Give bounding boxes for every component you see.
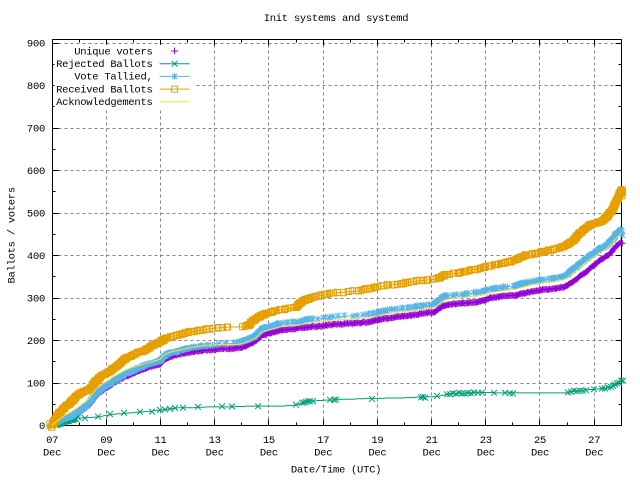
svg-text:0: 0 xyxy=(39,421,45,433)
svg-text:25: 25 xyxy=(534,435,546,447)
svg-text:400: 400 xyxy=(27,251,45,263)
svg-text:Dec: Dec xyxy=(423,448,441,460)
svg-text:11: 11 xyxy=(154,435,166,447)
svg-text:900: 900 xyxy=(27,39,45,51)
svg-text:07: 07 xyxy=(46,435,58,447)
svg-text:Init systems and systemd: Init systems and systemd xyxy=(264,13,409,25)
svg-text:200: 200 xyxy=(27,336,45,348)
svg-text:Received Ballots: Received Ballots xyxy=(56,84,152,96)
svg-text:700: 700 xyxy=(27,124,45,136)
svg-text:Dec: Dec xyxy=(43,448,61,460)
svg-text:Date/Time (UTC): Date/Time (UTC) xyxy=(291,465,381,477)
svg-text:800: 800 xyxy=(27,81,45,93)
svg-text:Dec: Dec xyxy=(368,448,386,460)
svg-text:Vote Tallied,: Vote Tallied, xyxy=(74,72,152,84)
svg-text:15: 15 xyxy=(263,435,275,447)
svg-text:Dec: Dec xyxy=(260,448,278,460)
svg-text:21: 21 xyxy=(426,435,438,447)
svg-text:Unique voters: Unique voters xyxy=(74,46,152,58)
svg-text:600: 600 xyxy=(27,166,45,178)
svg-text:Acknowledgements: Acknowledgements xyxy=(56,97,152,109)
svg-text:17: 17 xyxy=(317,435,329,447)
svg-text:27: 27 xyxy=(588,435,600,447)
svg-text:Rejected Ballots: Rejected Ballots xyxy=(56,59,152,71)
svg-text:300: 300 xyxy=(27,294,45,306)
svg-text:Dec: Dec xyxy=(206,448,224,460)
svg-text:Dec: Dec xyxy=(97,448,115,460)
svg-text:09: 09 xyxy=(100,435,112,447)
svg-text:Dec: Dec xyxy=(585,448,603,460)
svg-text:19: 19 xyxy=(371,435,383,447)
svg-text:13: 13 xyxy=(209,435,221,447)
svg-text:Ballots / voters: Ballots / voters xyxy=(7,187,19,283)
svg-text:23: 23 xyxy=(480,435,492,447)
svg-text:Dec: Dec xyxy=(151,448,169,460)
svg-text:Dec: Dec xyxy=(531,448,549,460)
svg-text:100: 100 xyxy=(27,379,45,391)
svg-text:500: 500 xyxy=(27,209,45,221)
svg-text:Dec: Dec xyxy=(314,448,332,460)
svg-text:Dec: Dec xyxy=(477,448,495,460)
